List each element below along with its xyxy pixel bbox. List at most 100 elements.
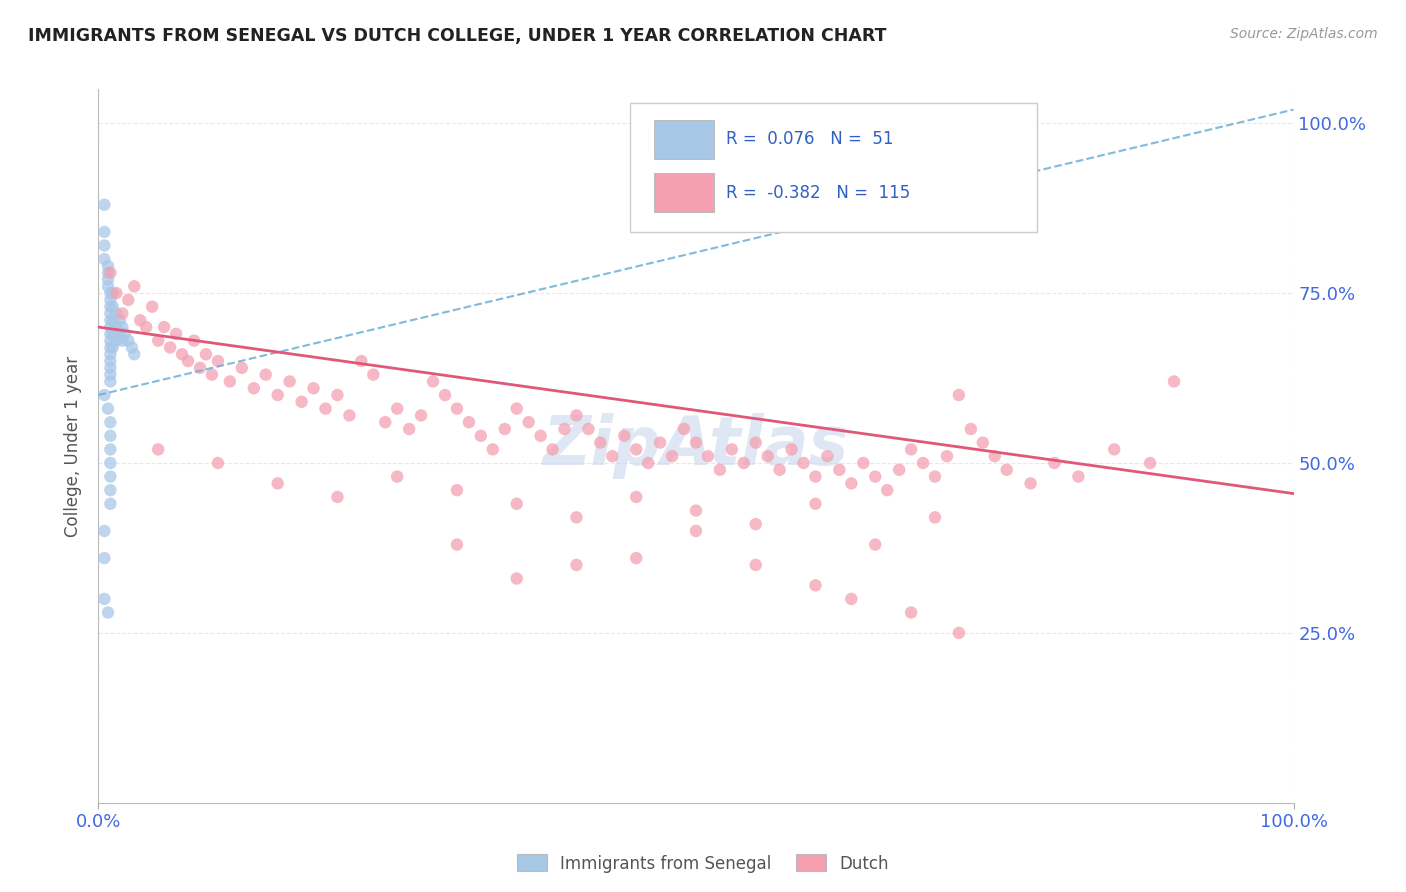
Point (458, 415, 481, 429)
Point (129, 313, 152, 327)
Point (101, 326, 124, 341)
Point (554, 422, 576, 436)
Point (924, 469, 946, 483)
Point (98, 354, 122, 368)
Y-axis label: College, Under 1 year: College, Under 1 year (65, 355, 83, 537)
Point (339, 409, 360, 423)
Point (98, 456, 122, 470)
Point (398, 422, 420, 436)
Point (626, 551, 648, 566)
Point (278, 375, 301, 389)
Legend: Immigrants from Senegal, Dutch: Immigrants from Senegal, Dutch (510, 847, 896, 880)
Point (924, 510, 946, 524)
Point (98, 286, 122, 301)
Point (350, 354, 373, 368)
Point (1067, 469, 1090, 483)
Point (565, 558, 588, 572)
Point (98, 415, 122, 429)
Point (433, 388, 456, 402)
Point (93, 551, 115, 566)
Point (852, 456, 875, 470)
Point (326, 490, 349, 504)
Point (291, 394, 314, 409)
FancyBboxPatch shape (630, 103, 1036, 232)
Point (745, 435, 768, 450)
Point (231, 360, 253, 375)
Point (188, 360, 211, 375)
Point (589, 435, 612, 450)
Point (105, 334, 128, 348)
Point (948, 388, 970, 402)
Point (565, 409, 588, 423)
Point (108, 326, 131, 341)
Point (148, 334, 170, 348)
Point (446, 401, 468, 416)
Text: R =  0.076   N =  51: R = 0.076 N = 51 (725, 130, 893, 148)
Point (98, 293, 122, 307)
Point (97, 279, 120, 293)
Point (124, 347, 146, 361)
Point (984, 449, 1007, 463)
Point (98, 266, 122, 280)
FancyBboxPatch shape (654, 120, 714, 159)
Point (481, 442, 505, 457)
Point (936, 449, 959, 463)
Point (315, 401, 337, 416)
Point (98, 334, 122, 348)
Point (101, 286, 124, 301)
Point (1019, 476, 1042, 491)
Point (863, 469, 887, 483)
Point (219, 375, 242, 389)
Point (326, 388, 349, 402)
Point (685, 524, 707, 538)
Point (97, 401, 120, 416)
Point (98, 442, 122, 457)
Point (141, 300, 163, 314)
Point (108, 313, 131, 327)
Point (159, 341, 181, 355)
Point (1163, 375, 1185, 389)
Point (177, 354, 200, 368)
Point (93, 252, 115, 266)
Point (576, 422, 599, 436)
Point (900, 606, 922, 620)
Point (363, 368, 385, 382)
Point (995, 463, 1018, 477)
Point (207, 456, 229, 470)
Point (446, 483, 468, 498)
Point (494, 422, 516, 436)
Point (93, 238, 115, 252)
Point (613, 429, 636, 443)
Point (721, 442, 744, 457)
Point (105, 320, 128, 334)
Point (673, 422, 696, 436)
Text: ZipAtlas: ZipAtlas (543, 413, 849, 479)
Point (93, 198, 115, 212)
Point (97, 272, 120, 286)
Point (637, 456, 659, 470)
Point (648, 435, 672, 450)
Point (183, 334, 205, 348)
Point (756, 449, 779, 463)
Point (93, 524, 115, 538)
Point (98, 429, 122, 443)
Point (733, 456, 755, 470)
Point (98, 341, 122, 355)
Point (889, 463, 911, 477)
Point (117, 334, 139, 348)
Point (98, 313, 122, 327)
Point (602, 449, 624, 463)
Point (815, 449, 838, 463)
Point (98, 469, 122, 483)
Point (793, 456, 815, 470)
Point (165, 326, 187, 341)
Point (780, 442, 803, 457)
Point (446, 537, 468, 551)
Point (685, 503, 707, 517)
Point (93, 225, 115, 239)
Point (517, 415, 540, 429)
Point (93, 591, 115, 606)
Point (114, 326, 136, 341)
Point (97, 259, 120, 273)
Point (201, 368, 224, 382)
